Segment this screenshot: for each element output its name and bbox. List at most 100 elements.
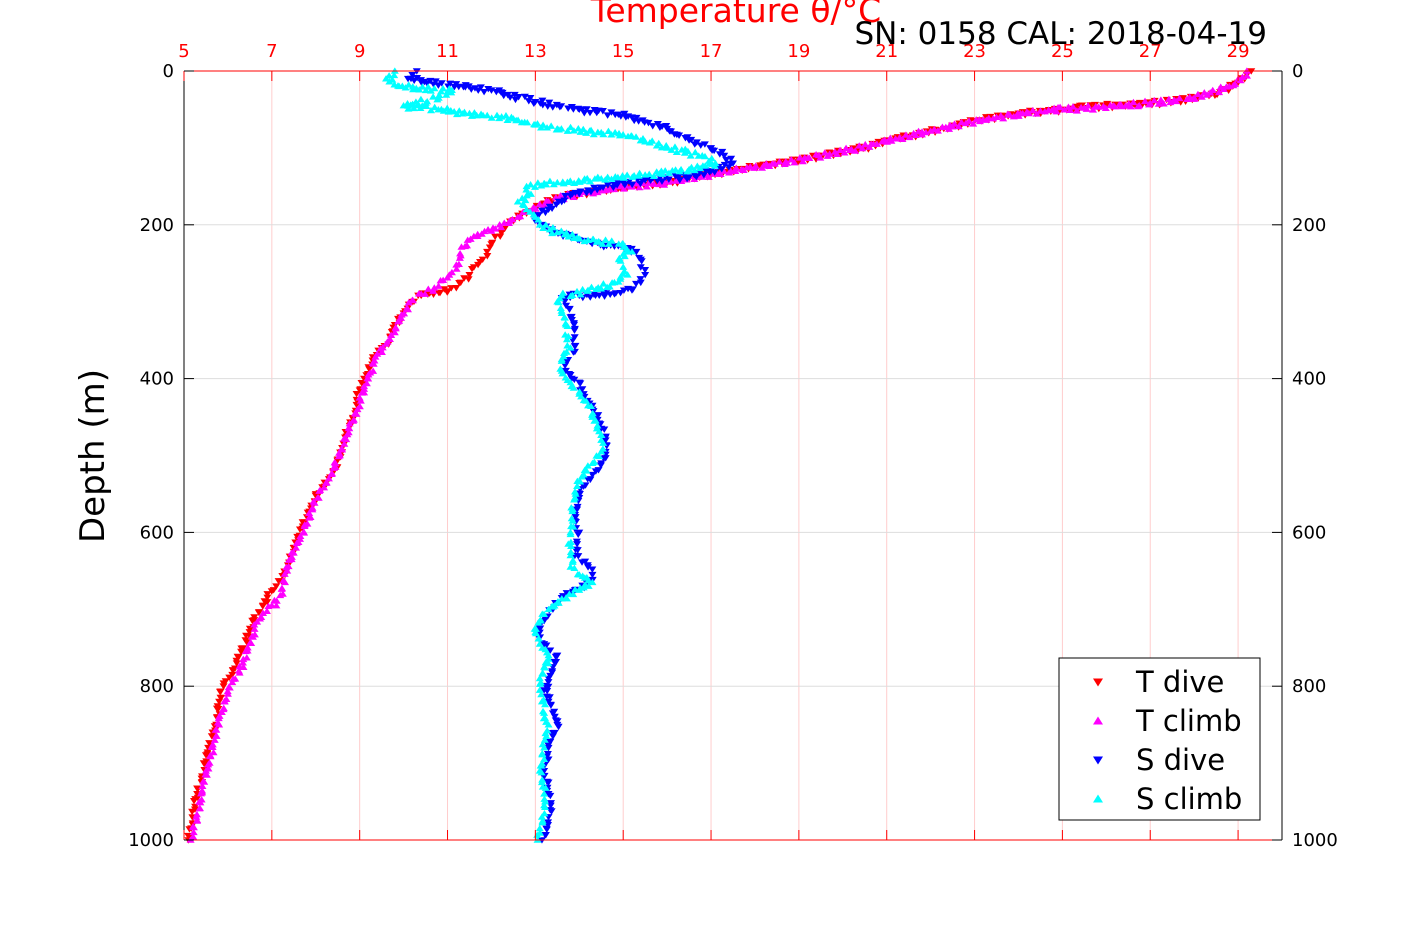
data-point-s-dive [619, 180, 628, 187]
data-point-t-climb [394, 318, 403, 325]
data-point-s-dive [569, 349, 578, 356]
data-point-s-dive [683, 176, 692, 183]
data-point-s-climb [483, 111, 492, 119]
data-point-t-dive [248, 617, 257, 625]
data-point-s-climb [522, 205, 531, 213]
data-point-t-climb [1013, 109, 1022, 117]
data-point-t-dive [874, 138, 883, 146]
data-point-s-climb [522, 186, 531, 193]
data-point-t-climb [334, 452, 343, 460]
data-point-t-dive [232, 660, 241, 667]
data-point-t-dive [1178, 95, 1187, 102]
data-point-s-dive [601, 437, 610, 444]
data-point-s-climb [654, 139, 663, 147]
temperature-tick-label: 7 [266, 41, 277, 62]
data-point-s-dive [570, 321, 579, 329]
data-point-s-climb [577, 473, 586, 480]
data-point-s-dive [547, 808, 556, 815]
data-point-t-climb [945, 121, 954, 129]
data-point-s-dive [573, 506, 582, 513]
data-markers [184, 67, 1256, 844]
data-point-s-climb [574, 177, 583, 184]
data-point-s-climb [619, 263, 628, 270]
data-point-s-dive [607, 109, 616, 116]
data-point-s-climb [460, 108, 469, 115]
data-point-t-dive [357, 379, 366, 387]
data-point-s-dive [700, 141, 709, 148]
data-point-s-climb [683, 147, 692, 155]
data-point-s-climb [541, 221, 550, 228]
data-point-t-dive [217, 694, 226, 702]
data-point-s-climb [534, 216, 543, 223]
data-point-s-climb [566, 344, 575, 351]
data-point-t-climb [429, 287, 438, 294]
legend-marker-t-climb [1093, 716, 1103, 725]
data-point-t-climb [340, 435, 349, 442]
data-point-s-dive [541, 832, 550, 839]
data-point-t-climb [239, 655, 248, 663]
data-point-s-dive [546, 792, 555, 800]
data-point-s-dive [671, 173, 680, 180]
data-point-s-climb [537, 768, 546, 776]
data-point-t-dive [483, 253, 492, 260]
data-point-s-dive [545, 694, 554, 701]
data-point-s-climb [578, 285, 587, 293]
data-point-t-dive [474, 261, 483, 269]
temperature-tick-label: 5 [178, 41, 189, 62]
data-point-s-climb [594, 237, 603, 245]
data-point-s-climb [418, 83, 427, 90]
data-point-t-climb [1215, 88, 1224, 96]
depth-tick-label-right: 1000 [1292, 830, 1338, 851]
data-point-t-climb [812, 151, 821, 158]
data-point-t-climb [197, 789, 206, 797]
data-point-s-dive [407, 75, 416, 83]
data-point-t-climb [320, 484, 329, 491]
data-point-s-climb [404, 105, 413, 112]
data-point-s-dive [641, 271, 650, 279]
series-t-climb [186, 67, 1251, 843]
data-point-t-climb [198, 782, 207, 789]
data-point-t-climb [247, 639, 256, 646]
data-point-s-dive [644, 119, 653, 127]
data-point-s-climb [533, 120, 542, 127]
data-point-t-dive [237, 645, 246, 652]
data-point-s-climb [705, 159, 714, 167]
data-point-s-climb [652, 168, 661, 175]
data-point-s-dive [632, 248, 641, 256]
data-point-s-dive [552, 201, 561, 209]
data-point-t-climb [313, 494, 322, 501]
data-point-t-climb [434, 282, 443, 289]
data-point-t-dive [440, 286, 449, 293]
data-point-s-climb [537, 762, 546, 769]
data-point-t-climb [823, 152, 832, 159]
data-point-t-climb [1115, 100, 1124, 108]
data-point-t-climb [436, 277, 445, 284]
data-point-s-climb [409, 104, 418, 112]
data-point-t-climb [209, 748, 218, 756]
data-point-s-dive [584, 564, 593, 571]
data-point-s-dive [557, 103, 566, 110]
data-point-t-climb [238, 659, 247, 666]
data-point-t-climb [196, 798, 205, 806]
temperature-tick-label: 19 [787, 41, 810, 62]
data-point-s-climb [530, 183, 539, 190]
data-point-s-dive [586, 109, 595, 117]
data-point-s-climb [540, 790, 549, 797]
data-point-s-climb [582, 129, 591, 136]
data-point-s-climb [569, 384, 578, 391]
series-s-climb [382, 67, 720, 843]
data-point-t-dive [267, 588, 276, 595]
data-point-t-climb [228, 678, 237, 686]
data-point-s-climb [557, 309, 566, 317]
data-point-t-dive [793, 159, 802, 166]
data-point-s-climb [421, 86, 430, 94]
data-point-s-dive [636, 180, 645, 188]
data-point-t-dive [365, 366, 374, 373]
data-point-s-climb [604, 127, 613, 134]
data-point-s-climb [424, 83, 433, 90]
data-point-s-climb [583, 462, 592, 469]
data-point-t-dive [263, 591, 272, 598]
data-point-t-climb [235, 669, 244, 676]
data-point-s-climb [691, 148, 700, 156]
